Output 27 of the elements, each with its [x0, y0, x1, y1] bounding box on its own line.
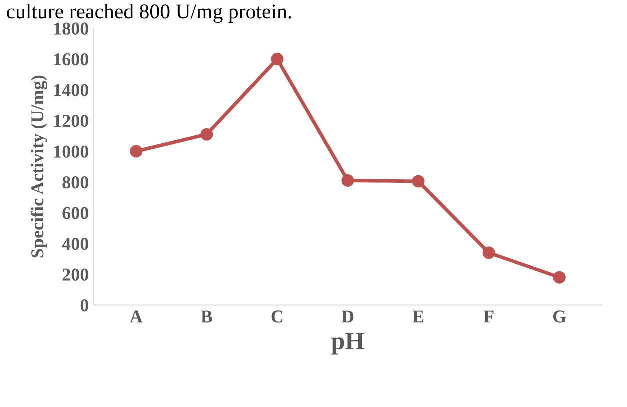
x-axis-title: pH [332, 333, 364, 355]
point [412, 175, 425, 188]
x-tick-label: E [412, 310, 424, 323]
y-tick-label: 1800 [54, 22, 88, 35]
x-tick-label: F [484, 310, 494, 323]
x-tick-label: G [553, 310, 566, 323]
x-tick-label: D [342, 310, 354, 323]
y-tick-label: 0 [80, 300, 88, 312]
x-tick-label: B [201, 310, 212, 323]
y-tick-label: 800 [62, 176, 88, 189]
y-tick-label: 1200 [54, 115, 88, 128]
point [342, 174, 354, 187]
x-tick-label: C [272, 310, 283, 323]
y-tick-label: 400 [62, 238, 88, 250]
x-tick-label: A [130, 310, 143, 323]
y-tick-label: 1400 [54, 84, 88, 96]
y-tick-label: 1600 [54, 54, 88, 66]
point [130, 145, 143, 158]
point [482, 246, 496, 260]
y-tick-label: 200 [62, 268, 88, 281]
point [200, 128, 214, 141]
y-tick-label: 600 [62, 207, 88, 220]
text: culture reached 800 U/mg protein. [7, 4, 292, 24]
point [553, 271, 566, 284]
y-axis-title: Specific Activity (U/mg) [30, 76, 48, 258]
point [271, 52, 284, 66]
y-tick-label: 1000 [54, 146, 88, 158]
